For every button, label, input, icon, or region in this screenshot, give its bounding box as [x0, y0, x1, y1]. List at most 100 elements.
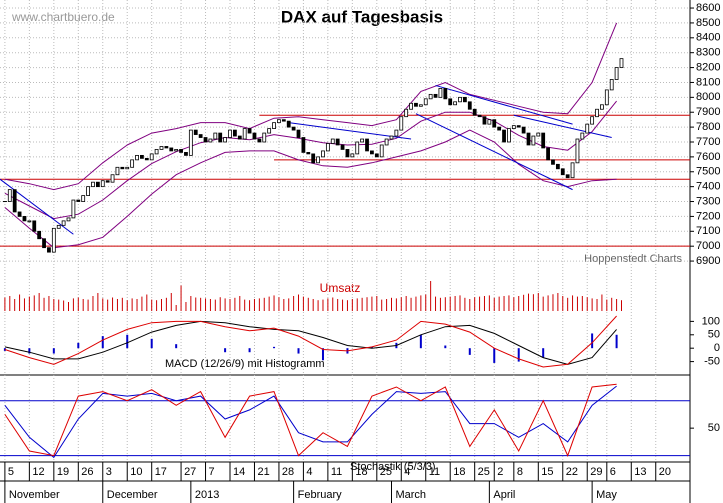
y-tick-label: 7200 — [696, 210, 720, 222]
candle — [585, 123, 590, 134]
candle — [281, 119, 286, 122]
candle — [203, 137, 208, 143]
x-tick-label: 20 — [659, 466, 671, 478]
candle — [551, 159, 555, 165]
candle — [76, 199, 81, 202]
candle — [394, 129, 399, 137]
y-tick-label: 7600 — [696, 151, 720, 163]
histogram-bar — [28, 348, 31, 354]
candle — [17, 211, 22, 217]
y-tick-label: 7000 — [696, 240, 720, 252]
x-tick-label: 4 — [404, 466, 410, 478]
y-tick-label: 7500 — [696, 166, 720, 178]
bollinger-upper — [4, 22, 618, 191]
histogram-bar — [493, 348, 496, 363]
y-tick-label: 8000 — [696, 91, 720, 103]
candle — [448, 98, 453, 106]
candle — [531, 135, 536, 146]
candle — [208, 138, 213, 143]
histogram-bar — [370, 346, 373, 349]
histogram-bar — [419, 334, 422, 349]
candle — [198, 134, 203, 138]
candle — [546, 147, 550, 161]
y-tick-label: 7300 — [696, 195, 720, 207]
y-tick-label: 8500 — [696, 17, 720, 29]
candle — [213, 132, 218, 140]
candle — [409, 102, 413, 110]
candle — [247, 128, 252, 134]
x-tick-label: 15 — [541, 466, 553, 478]
bollinger-middle — [4, 100, 617, 220]
chart-title: DAX auf Tagesbasis — [281, 7, 443, 26]
histogram-bar — [615, 334, 618, 349]
y-tick-label: 7900 — [696, 106, 720, 118]
month-label: February — [298, 489, 343, 501]
histogram-bar — [591, 333, 594, 349]
x-tick-label: 18 — [453, 466, 465, 478]
candle — [56, 224, 61, 229]
candle — [7, 189, 12, 202]
candle — [438, 88, 443, 98]
candle — [360, 138, 365, 143]
histogram-bar — [101, 336, 104, 349]
candle — [159, 146, 164, 150]
histogram-bar — [224, 348, 227, 353]
candle — [604, 89, 609, 106]
histogram-bar — [126, 334, 129, 349]
candle — [22, 216, 27, 222]
month-label: December — [107, 489, 158, 501]
y-tick-label: 100 — [702, 315, 720, 327]
month-label: April — [493, 489, 515, 501]
histogram-bar — [248, 348, 251, 353]
histogram-bar — [150, 338, 153, 349]
candle — [188, 129, 193, 156]
x-tick-label: 11 — [429, 466, 440, 478]
candle — [306, 152, 311, 155]
stochastic-label: Stochastik (5/3/3) — [350, 461, 436, 473]
x-tick-label: 8 — [517, 466, 523, 478]
x-tick-label: 18 — [355, 466, 367, 478]
x-tick-label: 14 — [233, 466, 245, 478]
x-tick-label: 29 — [590, 466, 602, 478]
candle — [428, 93, 433, 100]
candle — [482, 116, 487, 125]
candle — [272, 122, 276, 129]
trendline — [415, 113, 573, 191]
candle — [526, 132, 531, 146]
candle — [81, 195, 86, 202]
candle — [286, 120, 291, 128]
histogram-bar — [273, 346, 276, 349]
histogram-bar — [517, 348, 520, 362]
y-tick-label: 8300 — [696, 47, 720, 59]
candle — [477, 114, 482, 118]
month-label: November — [9, 489, 60, 501]
candle — [335, 138, 340, 146]
x-tick-label: 13 — [634, 466, 646, 478]
volume-label: Umsatz — [320, 281, 361, 295]
candle — [252, 132, 257, 140]
stochastic-d — [4, 385, 617, 459]
candle — [575, 138, 580, 164]
candle — [301, 137, 306, 153]
candle — [125, 166, 130, 170]
candle — [595, 108, 599, 118]
x-tick-label: 4 — [306, 466, 312, 478]
candle — [91, 181, 95, 188]
macd-line — [4, 315, 617, 368]
candle — [42, 238, 46, 249]
histogram-bar — [321, 348, 324, 361]
candle — [492, 119, 497, 128]
histogram-bar — [444, 345, 447, 349]
candle — [536, 132, 541, 137]
candle — [365, 138, 369, 152]
candle — [600, 104, 604, 110]
candle — [404, 108, 409, 118]
candle — [12, 189, 17, 213]
y-tick-label: 8400 — [696, 32, 720, 44]
candle — [511, 125, 516, 129]
x-tick-label: 28 — [282, 466, 294, 478]
candle — [555, 163, 560, 170]
candle — [267, 128, 272, 134]
x-tick-label: 11 — [331, 466, 342, 478]
